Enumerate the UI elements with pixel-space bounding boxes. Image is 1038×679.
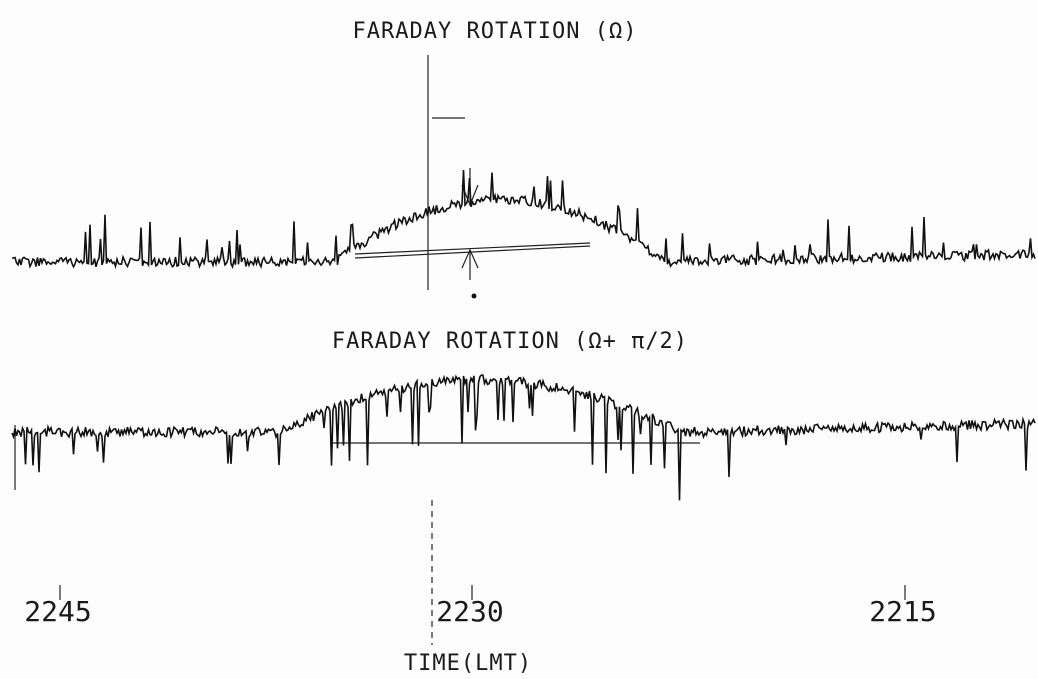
arrow xyxy=(461,248,479,280)
baseline xyxy=(354,242,591,255)
panel-title: FARADAY ROTATION (Ω) xyxy=(353,19,638,44)
trace xyxy=(12,169,1036,270)
trace xyxy=(11,374,1036,501)
time-tick: 2230 xyxy=(436,595,503,628)
baseline xyxy=(354,245,591,259)
axis-label: TIME(LMT) xyxy=(404,651,532,676)
time-tick: 2245 xyxy=(24,595,91,628)
time-tick: 2215 xyxy=(869,595,936,628)
panel-title: FARADAY ROTATION (Ω+ π/2) xyxy=(332,329,688,354)
dot xyxy=(471,293,477,299)
traces xyxy=(11,169,1036,501)
